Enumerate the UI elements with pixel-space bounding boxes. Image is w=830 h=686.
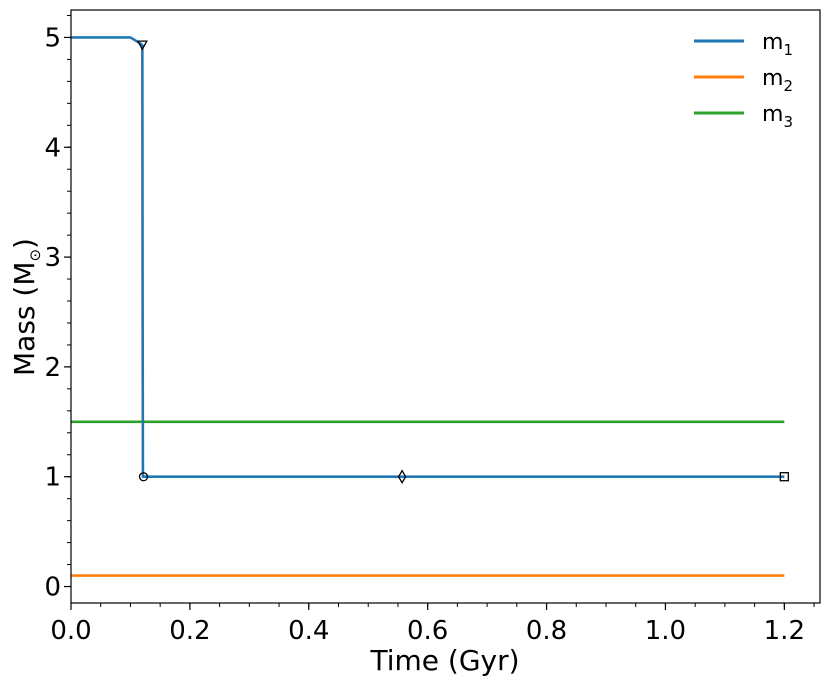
marker-diamond [397,469,407,485]
y-tick-label: 1 [44,463,61,493]
marker-triangle-down [136,40,148,51]
x-tick-label: 1.0 [645,616,686,646]
marker-circle [138,472,149,482]
legend-entry-m1: m1 [694,30,793,59]
y-axis-label-sub: ⊙ [26,249,44,262]
x-tick-label: 0.4 [288,616,329,646]
axes-frame [70,9,821,604]
x-tick-label: 1.2 [764,616,805,646]
y-axis-label-main: Mass (M [8,262,41,376]
marker-layer [136,40,789,485]
marker-square [779,472,789,482]
y-axis-label: Mass (M⊙) [8,238,44,376]
legend-label-m1: m1 [762,30,793,59]
legend-label-m2: m2 [762,66,793,95]
legend: m1 m2 m3 [694,30,793,131]
y-tick-label: 3 [44,243,61,273]
x-tick-label: 0.6 [407,616,448,646]
y-axis-label-end: ) [8,238,41,249]
series-layer [71,36,785,577]
axes-layer: 0.0 0.2 0.4 0.6 0.8 1.0 1.2 0 1 2 3 4 5 [44,9,821,646]
x-tick-label: 0.2 [169,616,210,646]
series-line-m1 [71,36,785,479]
x-tick-label: 0.0 [50,616,91,646]
legend-entry-m3: m3 [694,102,793,131]
x-tick-label: 0.8 [526,616,567,646]
legend-entry-m2: m2 [694,66,793,95]
y-tick-label: 0 [44,573,61,603]
y-tick-label: 4 [44,133,61,163]
y-tick-label: 2 [44,353,61,383]
x-axis-label: Time (Gyr) [369,644,519,677]
y-tick-label: 5 [44,23,61,53]
legend-label-m3: m3 [762,102,793,131]
